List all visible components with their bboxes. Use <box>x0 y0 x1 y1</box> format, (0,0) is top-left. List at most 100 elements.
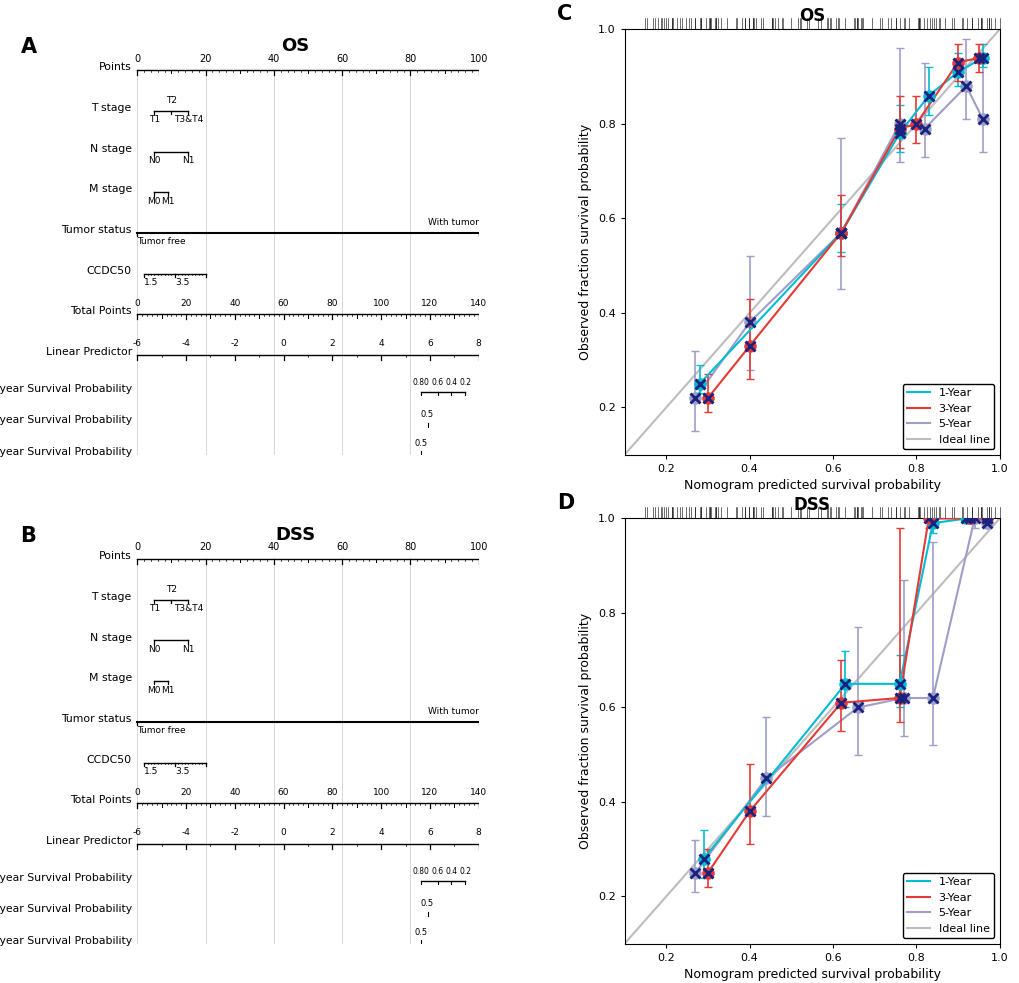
Text: OS: OS <box>281 37 309 55</box>
Text: M stage: M stage <box>89 184 131 195</box>
Text: 40: 40 <box>229 787 240 796</box>
Text: T1: T1 <box>149 115 160 124</box>
Text: 0.5: 0.5 <box>421 410 434 419</box>
Text: CCDC50: CCDC50 <box>87 755 131 765</box>
Text: -4: -4 <box>181 829 191 838</box>
Text: 60: 60 <box>335 543 347 552</box>
Text: -6: -6 <box>132 339 142 348</box>
Text: 120: 120 <box>421 299 438 308</box>
Text: M0: M0 <box>148 685 161 695</box>
Text: 0: 0 <box>135 543 141 552</box>
Text: Linear Predictor: Linear Predictor <box>46 347 131 357</box>
Text: 80: 80 <box>404 53 416 64</box>
Text: 60: 60 <box>335 53 347 64</box>
Text: T stage: T stage <box>92 103 131 113</box>
Text: 1-year Survival Probability: 1-year Survival Probability <box>0 873 131 883</box>
Text: M1: M1 <box>161 197 174 205</box>
Text: 80: 80 <box>404 543 416 552</box>
Text: N1: N1 <box>182 645 195 654</box>
Text: 1.5: 1.5 <box>144 278 158 287</box>
Text: N stage: N stage <box>90 144 131 153</box>
Text: 0.6: 0.6 <box>431 378 443 387</box>
Text: With tumor: With tumor <box>427 708 478 717</box>
Legend: 1-Year, 3-Year, 5-Year, Ideal line: 1-Year, 3-Year, 5-Year, Ideal line <box>902 383 994 449</box>
Text: 3.5: 3.5 <box>174 278 190 287</box>
Text: 80: 80 <box>326 787 338 796</box>
Text: N0: N0 <box>148 645 160 654</box>
Text: 100: 100 <box>372 787 389 796</box>
Text: Total Points: Total Points <box>70 795 131 805</box>
Text: B: B <box>20 526 37 546</box>
Text: Tumor status: Tumor status <box>61 714 131 723</box>
X-axis label: Nomogram predicted survival probability: Nomogram predicted survival probability <box>683 968 940 981</box>
Text: 8: 8 <box>476 339 481 348</box>
Y-axis label: Observed fraction survival probability: Observed fraction survival probability <box>579 124 592 360</box>
Text: 2: 2 <box>329 339 335 348</box>
Text: T2: T2 <box>166 96 176 105</box>
Text: 100: 100 <box>469 543 487 552</box>
Text: Tumor free: Tumor free <box>138 237 185 247</box>
Text: -6: -6 <box>132 829 142 838</box>
Text: M0: M0 <box>148 197 161 205</box>
Text: 0: 0 <box>280 829 286 838</box>
Text: 20: 20 <box>199 543 212 552</box>
Text: 60: 60 <box>277 787 289 796</box>
Text: 120: 120 <box>421 787 438 796</box>
Text: 0: 0 <box>280 339 286 348</box>
Text: 6: 6 <box>427 339 432 348</box>
Text: 5-year Survival Probability: 5-year Survival Probability <box>0 936 131 946</box>
Text: 60: 60 <box>277 299 289 308</box>
Text: 140: 140 <box>470 787 487 796</box>
Text: T3&T4: T3&T4 <box>173 605 203 613</box>
Text: 20: 20 <box>199 53 212 64</box>
Text: 5-year Survival Probability: 5-year Survival Probability <box>0 446 131 457</box>
Text: 0.5: 0.5 <box>414 928 427 937</box>
Text: 0.2: 0.2 <box>459 378 471 387</box>
Text: 0.4: 0.4 <box>445 867 458 877</box>
Text: 0: 0 <box>135 53 141 64</box>
Text: N1: N1 <box>182 156 195 165</box>
Text: M stage: M stage <box>89 673 131 683</box>
Text: 8: 8 <box>476 829 481 838</box>
Text: 0.5: 0.5 <box>421 898 434 908</box>
Text: 100: 100 <box>372 299 389 308</box>
Text: N0: N0 <box>148 156 160 165</box>
Text: 80: 80 <box>326 299 338 308</box>
Text: 3-year Survival Probability: 3-year Survival Probability <box>0 904 131 914</box>
Text: 1.5: 1.5 <box>144 767 158 776</box>
Text: Tumor status: Tumor status <box>61 225 131 235</box>
Text: Total Points: Total Points <box>70 307 131 317</box>
Text: T stage: T stage <box>92 592 131 602</box>
Legend: 1-Year, 3-Year, 5-Year, Ideal line: 1-Year, 3-Year, 5-Year, Ideal line <box>902 873 994 938</box>
Text: 0.2: 0.2 <box>459 867 471 877</box>
Text: 0.80: 0.80 <box>412 867 429 877</box>
Title: DSS: DSS <box>793 496 829 514</box>
Text: 20: 20 <box>180 787 192 796</box>
Text: -2: -2 <box>230 829 239 838</box>
Text: 1-year Survival Probability: 1-year Survival Probability <box>0 384 131 394</box>
Text: 3-year Survival Probability: 3-year Survival Probability <box>0 415 131 426</box>
Text: 3.5: 3.5 <box>174 767 190 776</box>
Text: T3&T4: T3&T4 <box>173 115 203 124</box>
Text: 4: 4 <box>378 829 383 838</box>
Text: 0.6: 0.6 <box>431 867 443 877</box>
Text: 140: 140 <box>470 299 487 308</box>
X-axis label: Nomogram predicted survival probability: Nomogram predicted survival probability <box>683 480 940 492</box>
Text: 100: 100 <box>469 53 487 64</box>
Text: Tumor free: Tumor free <box>138 726 185 735</box>
Text: 20: 20 <box>180 299 192 308</box>
Text: -4: -4 <box>181 339 191 348</box>
Text: Linear Predictor: Linear Predictor <box>46 836 131 846</box>
Text: CCDC50: CCDC50 <box>87 265 131 275</box>
Text: Points: Points <box>99 551 131 561</box>
Text: With tumor: With tumor <box>427 218 478 227</box>
Text: A: A <box>20 37 37 57</box>
Text: N stage: N stage <box>90 632 131 643</box>
Text: 4: 4 <box>378 339 383 348</box>
Title: OS: OS <box>798 7 824 26</box>
Text: 40: 40 <box>229 299 240 308</box>
Text: -2: -2 <box>230 339 239 348</box>
Text: T2: T2 <box>166 585 176 595</box>
Text: 0.5: 0.5 <box>414 439 427 448</box>
Text: DSS: DSS <box>275 526 315 544</box>
